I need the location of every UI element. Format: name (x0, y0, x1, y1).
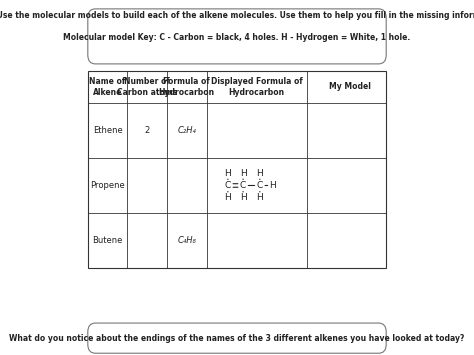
Text: H: H (225, 169, 231, 178)
Text: H: H (256, 193, 263, 202)
Text: Number of
Carbon atoms: Number of Carbon atoms (117, 77, 177, 97)
Text: What do you notice about the endings of the names of the 3 different alkenes you: What do you notice about the endings of … (9, 334, 465, 343)
Text: C₂H₄: C₂H₄ (177, 126, 196, 135)
Text: C₄H₈: C₄H₈ (177, 236, 196, 245)
Bar (88, 71, 386, 268)
Text: Name of
Alkene: Name of Alkene (90, 77, 126, 97)
Text: Propene: Propene (90, 181, 125, 190)
Text: Butene: Butene (92, 236, 123, 245)
Text: H: H (270, 181, 276, 190)
Text: Task - Use the molecular models to build each of the alkene molecules. Use them : Task - Use the molecular models to build… (0, 11, 474, 21)
Text: C: C (257, 181, 263, 190)
FancyBboxPatch shape (88, 9, 386, 64)
Text: My Model: My Model (328, 82, 371, 92)
Text: C: C (240, 181, 246, 190)
Text: H: H (256, 169, 263, 178)
Text: Molecular model Key: C - Carbon = black, 4 holes. H - Hydrogen = White, 1 hole.: Molecular model Key: C - Carbon = black,… (64, 33, 410, 42)
FancyBboxPatch shape (88, 323, 386, 353)
Text: Formula of
Hydrocarbon: Formula of Hydrocarbon (159, 77, 215, 97)
Text: C: C (225, 181, 231, 190)
Text: 2: 2 (145, 126, 150, 135)
Text: Displayed Formula of
Hydrocarbon: Displayed Formula of Hydrocarbon (211, 77, 303, 97)
Text: H: H (240, 193, 246, 202)
Text: Ethene: Ethene (93, 126, 122, 135)
Text: H: H (225, 193, 231, 202)
Text: H: H (240, 169, 246, 178)
